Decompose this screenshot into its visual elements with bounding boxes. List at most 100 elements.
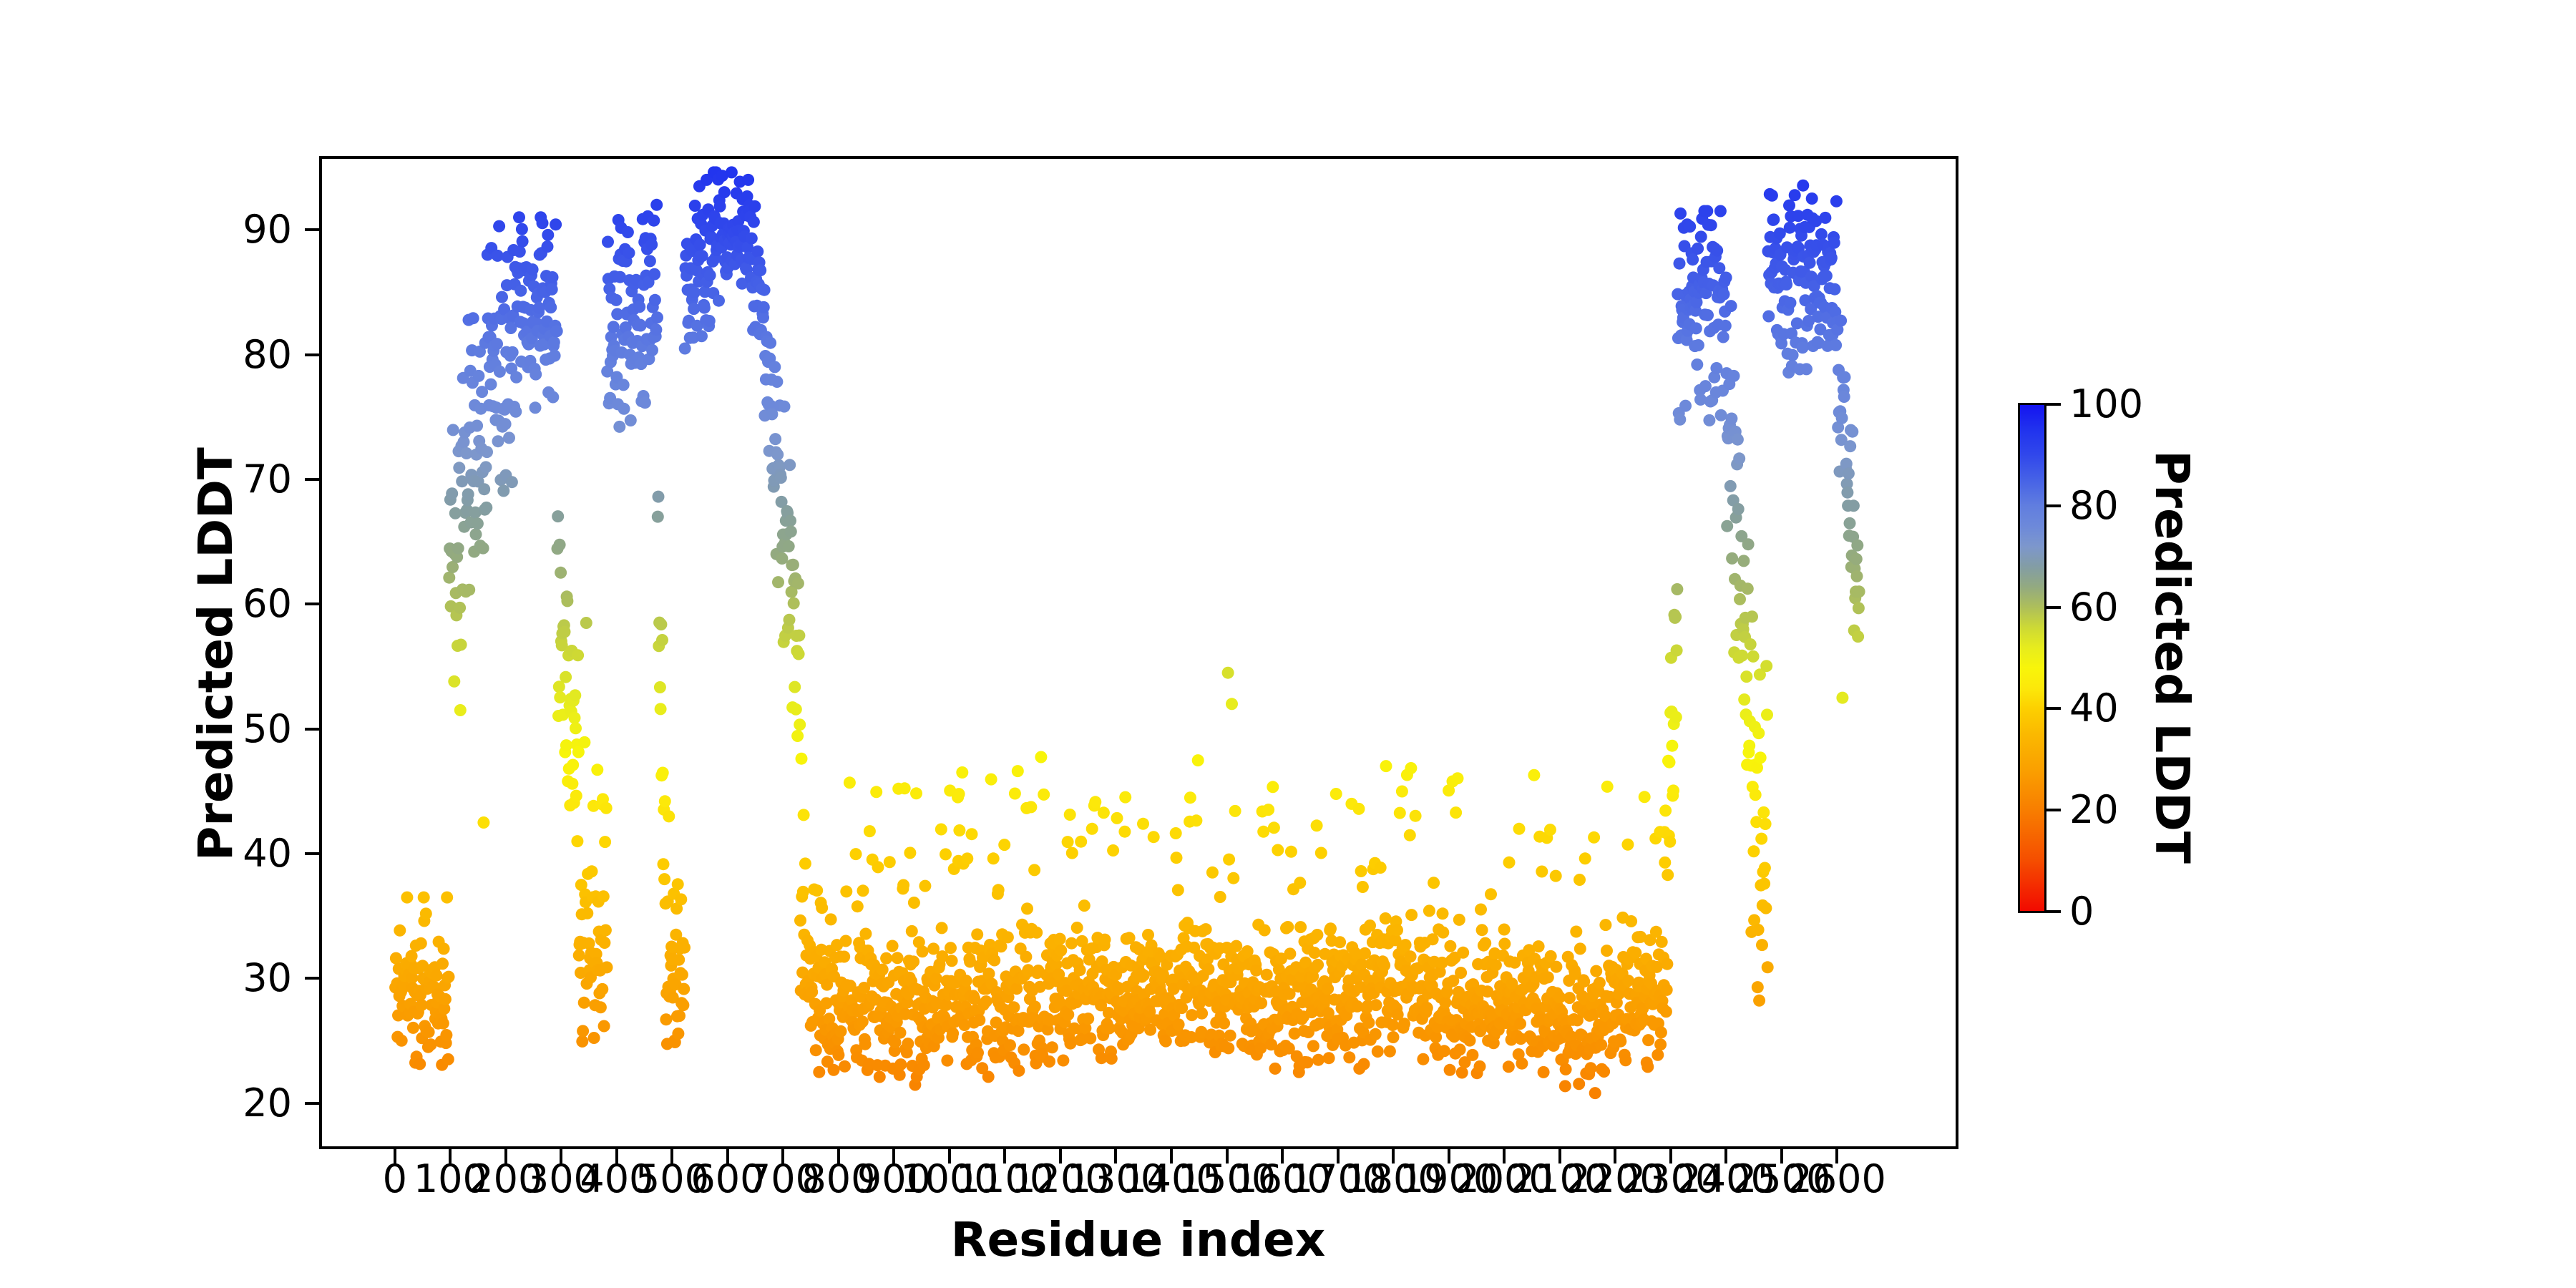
data-point [439, 992, 452, 1005]
data-point [1107, 844, 1120, 857]
data-point [1438, 1045, 1450, 1058]
x-tick [1225, 1149, 1229, 1163]
data-point [1156, 968, 1169, 981]
data-point [1621, 838, 1634, 851]
data-point [1661, 957, 1674, 970]
data-point [1537, 1065, 1550, 1078]
data-point [904, 847, 917, 859]
data-point [532, 301, 545, 314]
data-point [958, 1019, 971, 1031]
data-point [1719, 319, 1732, 332]
data-point [505, 362, 518, 375]
data-point [417, 891, 430, 904]
data-point [1241, 945, 1254, 957]
data-point [1740, 670, 1753, 683]
data-point [553, 538, 566, 551]
y-tick-label: 40 [243, 831, 292, 877]
data-point [1369, 1028, 1382, 1040]
data-point [1747, 650, 1760, 663]
data-point [1218, 1017, 1231, 1030]
data-point [581, 907, 594, 919]
x-tick [1058, 1149, 1062, 1163]
data-point [462, 488, 474, 501]
data-point [1229, 804, 1241, 817]
data-point [1619, 1054, 1632, 1067]
data-point [1084, 1032, 1097, 1045]
data-point [645, 238, 658, 251]
data-point [436, 1017, 449, 1030]
data-point [1095, 1052, 1108, 1065]
data-point [1053, 968, 1065, 981]
data-point [1324, 922, 1337, 935]
data-point [1078, 899, 1091, 912]
data-point [1660, 983, 1673, 996]
x-tick-label: 700 [746, 1156, 820, 1201]
data-point [894, 1026, 907, 1039]
data-point [599, 924, 612, 937]
data-point [1055, 944, 1068, 957]
data-point [751, 245, 764, 258]
data-point [1097, 806, 1110, 819]
x-tick-label: 200 [469, 1156, 543, 1201]
data-point [1599, 1010, 1611, 1022]
data-point [460, 447, 473, 459]
data-point [1574, 942, 1586, 955]
data-point [392, 1009, 404, 1022]
data-point [422, 1025, 435, 1038]
data-point [1749, 789, 1762, 801]
data-point [1176, 1002, 1189, 1015]
colorbar-tick [2046, 809, 2061, 812]
data-point [1260, 968, 1273, 981]
data-point [736, 277, 748, 290]
data-point [678, 342, 691, 355]
data-point [406, 972, 419, 984]
x-tick-label: 2200 [1566, 1156, 1664, 1201]
data-point [436, 957, 449, 970]
data-point [1654, 1038, 1667, 1051]
data-point [515, 223, 528, 235]
data-point [561, 595, 574, 608]
x-tick-label: 1700 [1288, 1156, 1387, 1201]
data-point [990, 1016, 1002, 1029]
data-point [919, 879, 932, 892]
data-point [1398, 1018, 1410, 1030]
data-point [980, 995, 992, 1008]
data-point [467, 312, 479, 325]
data-point [839, 1060, 851, 1073]
data-point [1652, 1048, 1664, 1061]
data-point [945, 942, 957, 955]
data-point [610, 293, 623, 306]
data-point [725, 166, 738, 179]
x-tick [726, 1149, 729, 1163]
data-point [1796, 341, 1809, 354]
data-point [785, 585, 798, 598]
x-tick [1614, 1149, 1617, 1163]
data-point [1828, 283, 1841, 296]
x-tick-label: 2300 [1621, 1156, 1720, 1201]
data-point [894, 1058, 907, 1071]
data-point [405, 950, 418, 962]
data-point [1154, 950, 1166, 963]
data-point [1195, 1025, 1208, 1038]
data-point [1773, 227, 1786, 240]
data-point [693, 238, 706, 251]
data-point [1704, 219, 1717, 232]
data-point [716, 170, 728, 182]
data-point [1711, 244, 1724, 257]
x-tick-label: 400 [580, 1156, 654, 1201]
data-point [774, 472, 787, 484]
data-point [1761, 708, 1773, 721]
data-point [1692, 242, 1704, 255]
data-point [1625, 915, 1638, 927]
data-point [1043, 1055, 1055, 1068]
data-point [870, 786, 883, 799]
data-point [1614, 1035, 1627, 1048]
data-point [1311, 929, 1324, 941]
data-point [591, 763, 604, 776]
x-tick-label: 2000 [1455, 1156, 1553, 1201]
data-point [657, 858, 670, 871]
data-point [910, 787, 922, 800]
data-point [1783, 199, 1795, 212]
data-point [1847, 499, 1860, 512]
data-point [1282, 1042, 1295, 1055]
